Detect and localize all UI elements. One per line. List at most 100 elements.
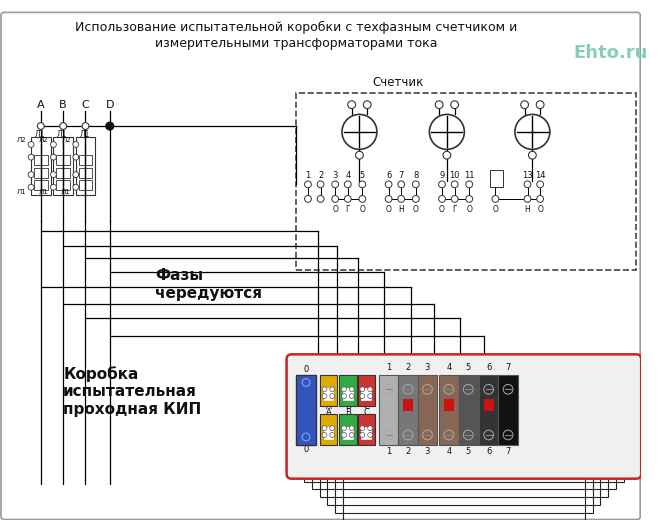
Bar	[484, 399, 494, 411]
Circle shape	[345, 195, 351, 202]
Bar	[398, 375, 418, 445]
Circle shape	[341, 387, 347, 392]
Bar	[343, 389, 352, 396]
Bar	[343, 431, 352, 439]
Bar	[323, 431, 333, 439]
Bar	[319, 375, 337, 406]
Circle shape	[332, 195, 339, 202]
Bar	[323, 389, 333, 396]
Bar	[343, 472, 585, 521]
Text: О: О	[413, 205, 418, 214]
Text: О: О	[360, 205, 365, 214]
Bar	[459, 375, 478, 445]
Bar	[343, 392, 352, 400]
Text: О: О	[332, 205, 338, 214]
Text: 3: 3	[425, 447, 430, 456]
Bar	[358, 375, 375, 406]
Bar	[490, 170, 503, 187]
Circle shape	[332, 181, 339, 188]
Text: Л1: Л1	[79, 130, 90, 139]
Bar	[362, 389, 371, 396]
Circle shape	[463, 384, 473, 394]
Circle shape	[322, 387, 327, 392]
Bar	[296, 375, 315, 445]
FancyBboxPatch shape	[1, 12, 640, 520]
Text: C: C	[363, 408, 369, 417]
Text: 1: 1	[306, 171, 311, 180]
Circle shape	[439, 195, 446, 202]
Text: A: A	[325, 402, 331, 411]
Text: A: A	[325, 408, 331, 417]
Circle shape	[73, 172, 79, 177]
Circle shape	[466, 195, 473, 202]
Circle shape	[368, 387, 372, 392]
Circle shape	[38, 122, 44, 129]
Bar	[79, 168, 92, 177]
Text: Фазы
чередуются: Фазы чередуются	[156, 268, 263, 300]
Text: 8: 8	[413, 171, 418, 180]
Text: Н: Н	[399, 205, 404, 214]
Circle shape	[412, 195, 419, 202]
Circle shape	[383, 430, 393, 440]
Circle shape	[463, 430, 473, 440]
Text: О: О	[466, 205, 472, 214]
Text: Л1: Л1	[39, 189, 49, 195]
Circle shape	[51, 184, 56, 190]
Circle shape	[341, 394, 347, 399]
Circle shape	[317, 181, 324, 188]
Text: 4: 4	[446, 363, 451, 372]
Text: 4: 4	[345, 171, 350, 180]
Circle shape	[330, 432, 335, 437]
Circle shape	[360, 426, 365, 431]
Circle shape	[403, 384, 413, 394]
Bar	[323, 427, 333, 435]
Circle shape	[348, 101, 356, 109]
Text: 12: 12	[490, 171, 501, 180]
Text: Л2: Л2	[16, 137, 26, 143]
Circle shape	[398, 195, 405, 202]
Text: Л1: Л1	[16, 189, 26, 195]
Text: Счетчик: Счетчик	[373, 76, 424, 89]
Text: 11: 11	[464, 171, 475, 180]
Circle shape	[503, 430, 513, 440]
Bar	[498, 375, 518, 445]
Bar	[319, 472, 608, 497]
Bar	[362, 427, 371, 435]
Circle shape	[360, 394, 365, 399]
Circle shape	[51, 142, 56, 147]
Circle shape	[430, 115, 465, 149]
Circle shape	[341, 432, 347, 437]
Bar	[444, 399, 453, 411]
Circle shape	[492, 181, 499, 188]
Text: Ehto.ru: Ehto.ru	[573, 44, 647, 62]
Circle shape	[444, 384, 453, 394]
Text: 3: 3	[425, 363, 430, 372]
Text: Л1: Л1	[34, 130, 45, 139]
Text: 5: 5	[465, 447, 471, 456]
Bar	[343, 427, 352, 435]
Text: Л1: Л1	[57, 130, 67, 139]
Circle shape	[484, 384, 494, 394]
Circle shape	[73, 142, 79, 147]
Text: 1: 1	[386, 447, 391, 456]
Circle shape	[304, 181, 312, 188]
Circle shape	[537, 101, 544, 109]
Text: C: C	[363, 402, 369, 411]
Circle shape	[330, 387, 335, 392]
Circle shape	[398, 181, 405, 188]
Bar	[34, 168, 48, 177]
Text: 1: 1	[386, 363, 391, 372]
Text: 9: 9	[440, 171, 445, 180]
Bar	[323, 392, 333, 400]
Bar	[439, 375, 459, 445]
Circle shape	[503, 384, 513, 394]
Circle shape	[435, 101, 443, 109]
Circle shape	[537, 181, 544, 188]
Circle shape	[302, 379, 310, 386]
Circle shape	[51, 154, 56, 160]
Text: 2: 2	[318, 171, 323, 180]
Circle shape	[521, 101, 529, 109]
Text: 3: 3	[333, 171, 338, 180]
Bar	[319, 413, 337, 445]
Text: 6: 6	[386, 171, 391, 180]
